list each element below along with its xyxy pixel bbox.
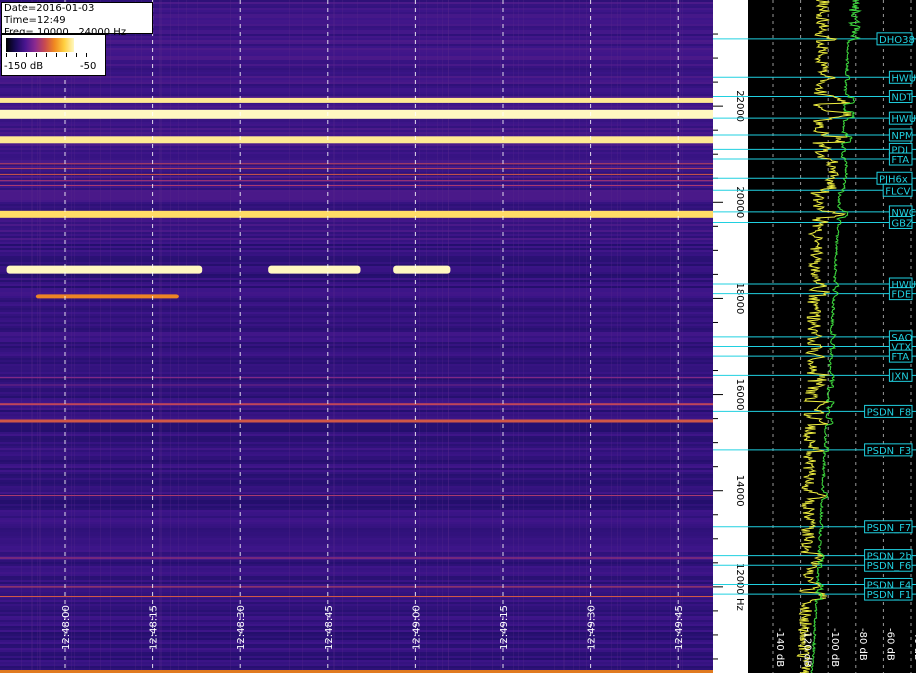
colorbar-min-label: -150 dB xyxy=(4,61,44,72)
time-tick-label: 12:48:30 xyxy=(236,605,247,650)
band-5 xyxy=(0,173,713,175)
station-label: PSDN_2b xyxy=(867,552,912,563)
time-tick-label: 12:49:00 xyxy=(411,605,422,650)
station-label: FLCV xyxy=(885,186,910,197)
band-3 xyxy=(0,163,713,165)
station-label: PJH6x xyxy=(879,174,908,185)
time-tick-labels: 12:48:00 12:48:15 12:48:30 12:48:45 12:49:00… xyxy=(0,605,713,673)
spectrogram-bands xyxy=(0,97,713,597)
station-label: NPM xyxy=(891,131,913,142)
freq-tick-label: 18000 xyxy=(734,283,745,315)
colorbar-max-label: -50 xyxy=(80,61,97,72)
station-label: NWC xyxy=(891,208,915,219)
station-label: FDE xyxy=(891,290,911,301)
station-label: PSDN_F8 xyxy=(867,407,912,418)
band-7 xyxy=(0,185,713,186)
time-tick-label: 12:48:45 xyxy=(324,605,335,650)
frequency-axis: 12000 Hz 14000 16000 18000 20000 22000 xyxy=(713,0,748,673)
time-tick-label: 12:49:15 xyxy=(499,605,510,650)
time-tick-label: 12:48:00 xyxy=(61,605,72,650)
band-16 xyxy=(0,596,713,597)
color-gradient xyxy=(6,38,74,52)
station-label: DHO38 xyxy=(879,35,915,46)
station-label: FTA xyxy=(891,155,909,166)
freq-tick-label: 14000 xyxy=(734,475,745,507)
band-4 xyxy=(0,168,713,170)
band-8 xyxy=(0,210,713,218)
spectrum-panel: DHO38HWUNDTHWUNPMPDLFTAPJH6xFLCVNWCGBZHW… xyxy=(748,0,916,673)
band-12 xyxy=(0,419,713,423)
band-14 xyxy=(0,557,713,559)
station-label: VTX xyxy=(891,343,911,354)
station-label: PSDN_F3 xyxy=(867,446,912,457)
band-2 xyxy=(0,136,713,144)
color-scale-legend: -150 dB -50 xyxy=(1,34,106,76)
station-label: GBZ xyxy=(891,218,913,229)
station-label: PSDN_F7 xyxy=(867,523,912,534)
freq-tick-label: 12000 Hz xyxy=(734,563,745,611)
band-13 xyxy=(0,495,713,496)
segment-3 xyxy=(35,294,179,299)
station-label: PSDN_F4 xyxy=(867,580,912,591)
spectrum-trace-average xyxy=(810,0,862,673)
band-9 xyxy=(0,377,713,379)
station-label: PSDN_F6 xyxy=(867,561,912,572)
segment-1 xyxy=(268,265,361,274)
station-label: PSDN_F1 xyxy=(867,590,912,601)
db-tick-label: -140 dB xyxy=(774,628,785,667)
band-0 xyxy=(0,97,713,103)
info-box: Date=2016-01-03 Time=12:49 Freq= 10000..… xyxy=(1,2,153,38)
band-10 xyxy=(0,384,713,386)
station-label: NDT xyxy=(891,93,913,104)
frequency-range-text: Freq= 10000...24000 Hz xyxy=(4,27,127,38)
station-label: JXN xyxy=(890,371,908,382)
segment-2 xyxy=(393,265,451,274)
band-11 xyxy=(0,403,713,406)
spectrogram: 12:48:00 12:48:15 12:48:30 12:48:45 12:49:00… xyxy=(0,0,713,673)
station-label: HWU xyxy=(891,73,916,84)
db-tick-label: -80 dB xyxy=(857,628,868,661)
time-tick-label: 12:49:45 xyxy=(674,605,685,650)
db-tick-label: -60 dB xyxy=(884,628,895,661)
station-label: SAQ xyxy=(891,333,912,344)
time-tick-label: 12:48:15 xyxy=(149,605,160,650)
db-tick-label: -100 dB xyxy=(829,628,840,667)
station-label: PDL xyxy=(891,145,911,156)
band-15 xyxy=(0,586,713,588)
db-tick-label: -120 dB xyxy=(802,628,813,667)
freq-tick-label: 20000 xyxy=(734,186,745,218)
freq-tick-label: 22000 xyxy=(734,90,745,122)
station-label: FTA xyxy=(891,352,909,363)
segment-0 xyxy=(6,265,203,274)
band-6 xyxy=(0,180,713,182)
time-gridlines xyxy=(64,0,679,673)
time-tick-label: 12:49:30 xyxy=(587,605,598,650)
freq-tick-label: 16000 xyxy=(734,379,745,411)
station-label: HWU xyxy=(891,280,916,291)
date-time-text: Date=2016-01-03 Time=12:49 xyxy=(4,3,95,26)
station-label: HWU xyxy=(891,114,916,125)
db-tick-label: -40 dB xyxy=(912,628,916,661)
band-1 xyxy=(0,109,713,119)
